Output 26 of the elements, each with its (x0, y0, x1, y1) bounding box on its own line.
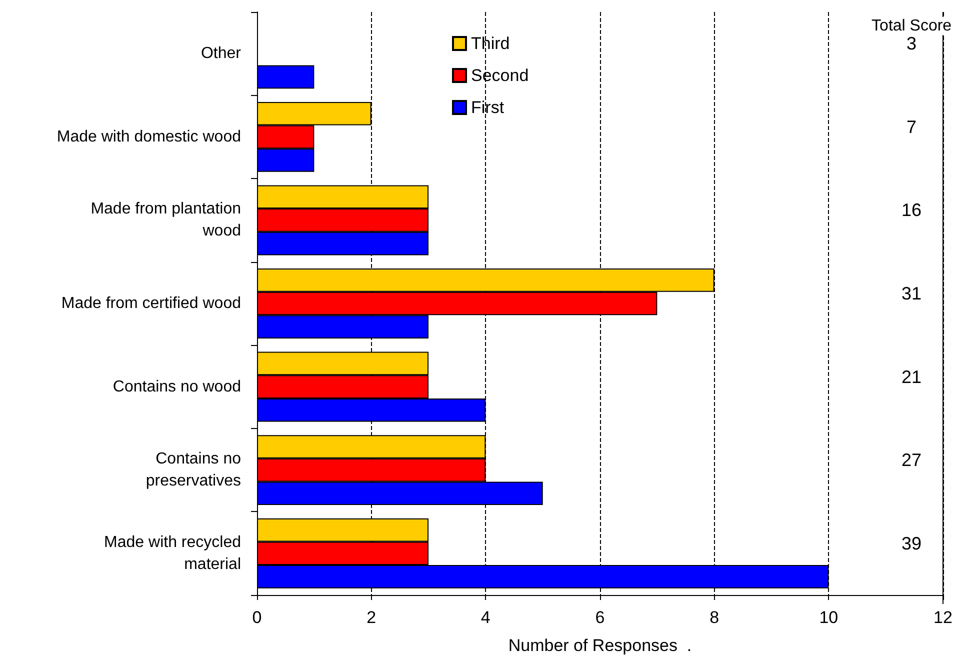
annotation: Total Score (872, 18, 952, 34)
annotation: 16 (902, 200, 922, 220)
annotation: 31 (902, 284, 922, 304)
y-tick-label: Made with recycled material (104, 534, 241, 573)
x-tick-label: 10 (819, 608, 838, 627)
annotation: 3 (906, 34, 917, 54)
legend-label: First (471, 98, 504, 117)
x-tick-label: 8 (710, 608, 720, 627)
x-axis-title: Number of Responses . (508, 636, 692, 655)
x-tick-label: 0 (252, 608, 262, 627)
annotation: 7 (906, 116, 917, 137)
y-tick-label: Contains no preservatives (146, 450, 242, 490)
legend-label: Third (471, 34, 510, 53)
x-tick-label: 2 (366, 608, 376, 627)
y-tick-label: Other (200, 45, 242, 62)
x-tick-label: 4 (480, 608, 490, 627)
annotation: 21 (902, 366, 922, 387)
y-tick-label: Made with domestic wood (56, 128, 241, 146)
annotation: 27 (902, 450, 922, 470)
y-tick-label: Made from plantation wood (90, 200, 241, 240)
legend-label: Second (471, 66, 529, 85)
y-tick-label: Contains no wood (112, 378, 241, 396)
y-tick-label: Made from certified wood (61, 295, 241, 312)
x-tick-label: 12 (934, 608, 952, 627)
x-tick-label: 6 (595, 608, 605, 627)
annotation: 39 (902, 533, 922, 554)
